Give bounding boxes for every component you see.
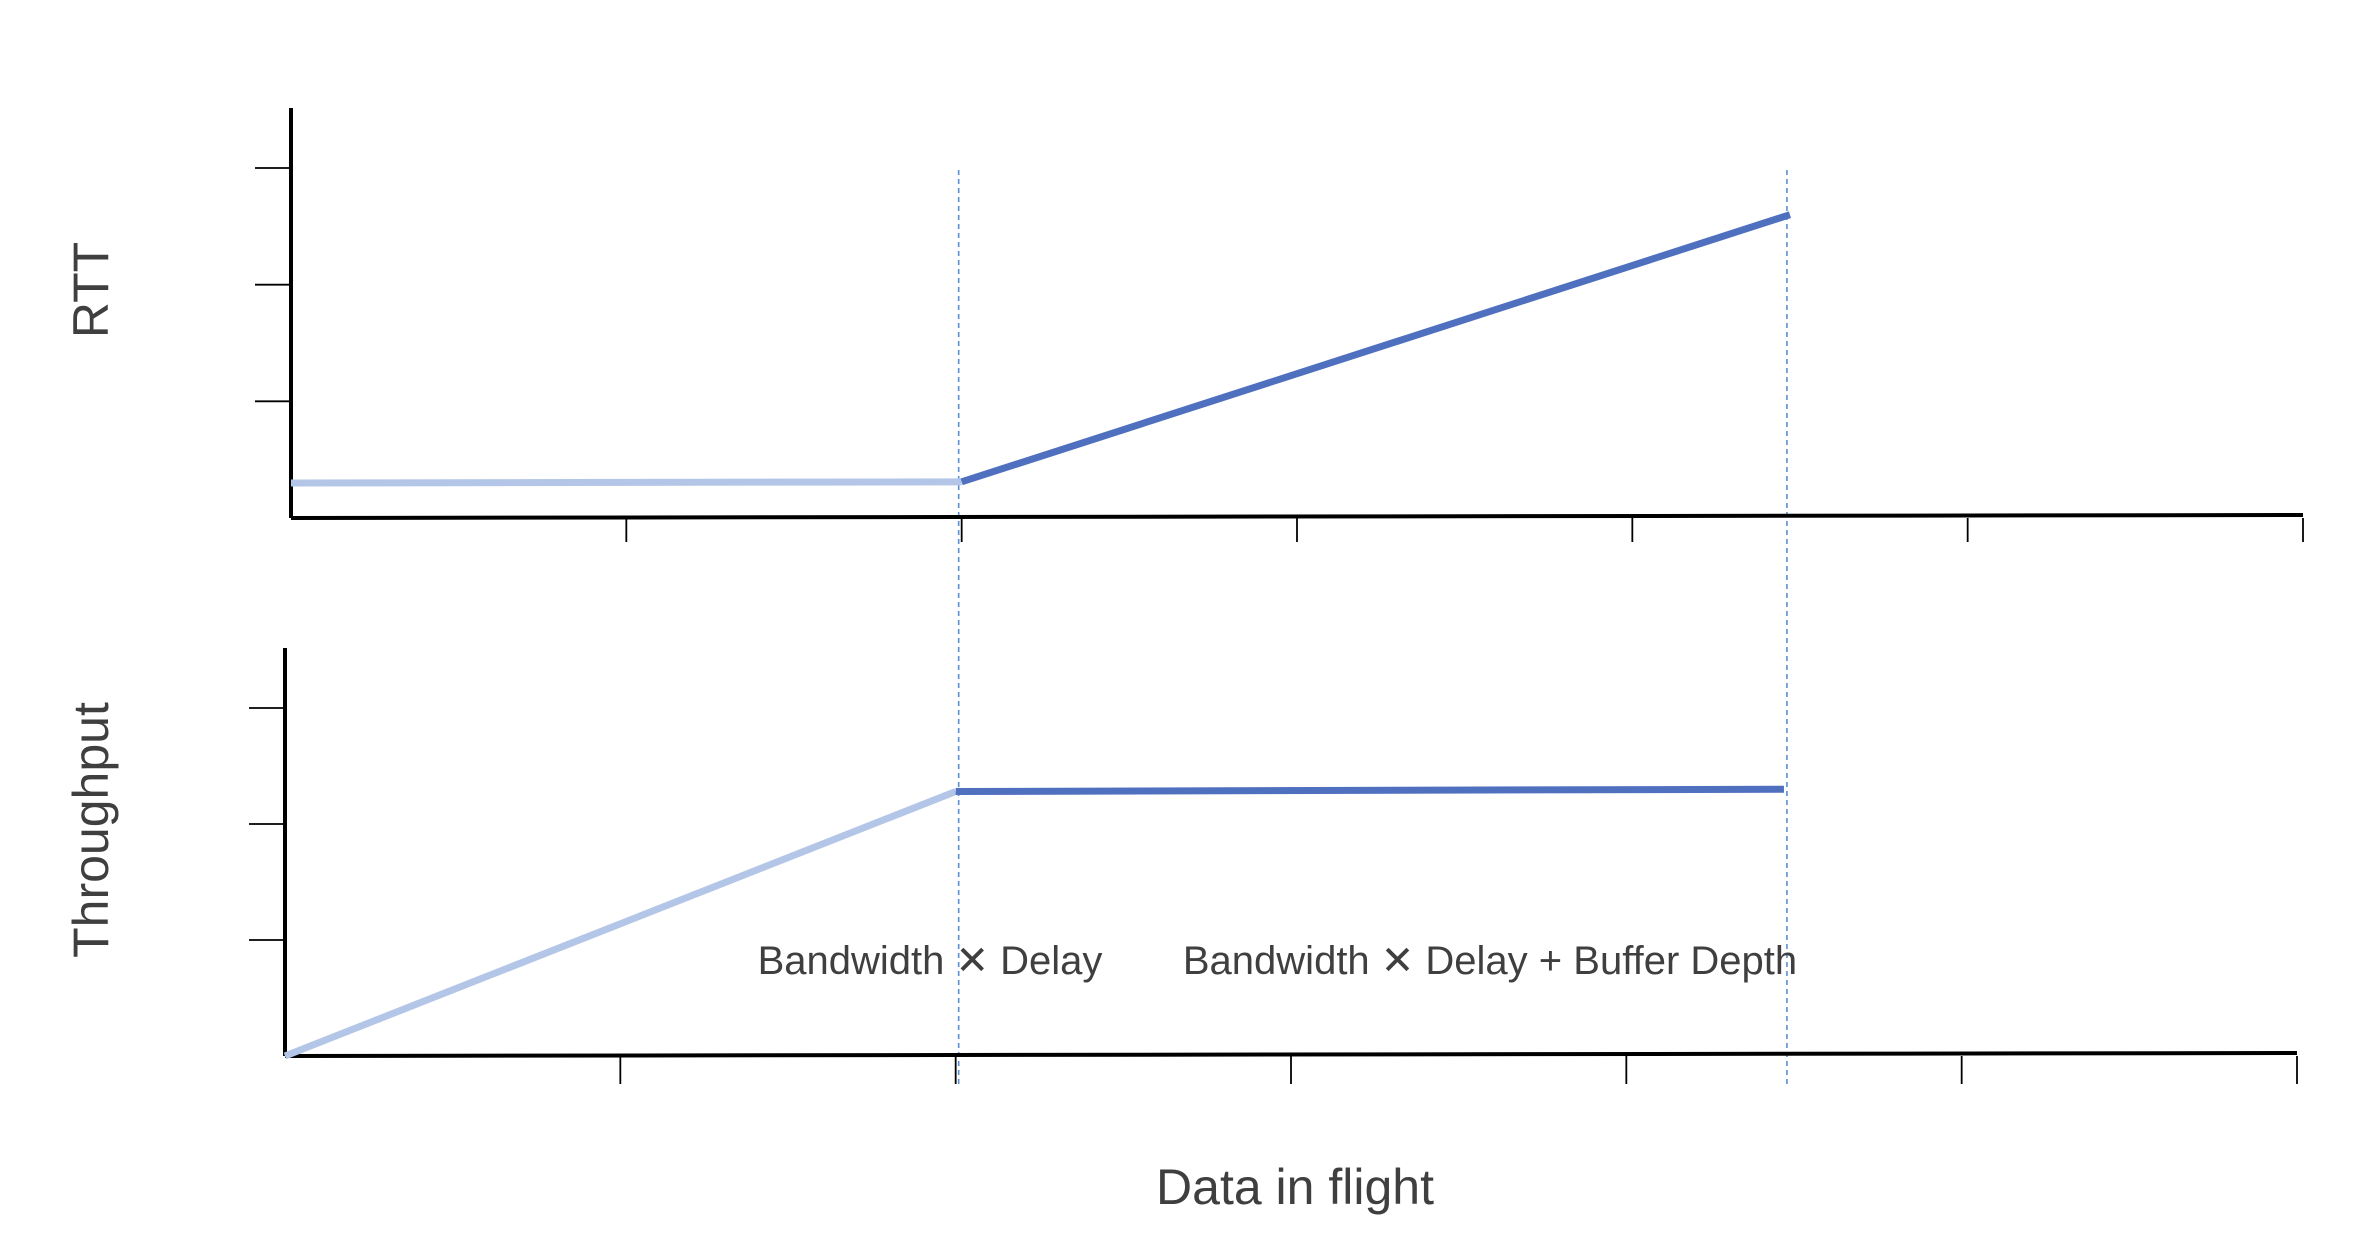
throughput-panel <box>249 648 2298 1084</box>
throughput-x-axis <box>284 1051 2298 1058</box>
rtt-series-before-bdp <box>290 478 962 487</box>
rtt-axis-label: RTT <box>63 242 119 338</box>
rtt-x-axis <box>290 513 2304 520</box>
bdp-plus-buffer-annotation: Bandwidth ✕ Delay + Buffer Depth <box>1183 939 1797 983</box>
rtt-panel <box>255 108 2304 542</box>
rtt-series-after-bdp <box>960 211 1792 486</box>
throughput-series-after-bdp <box>955 785 1784 796</box>
bdp-annotation: Bandwidth ✕ Delay <box>758 939 1103 983</box>
throughput-series-before-bdp <box>283 788 957 1060</box>
x-axis-label: Data in flight <box>1156 1159 1434 1215</box>
throughput-axis-label: Throughput <box>63 702 119 958</box>
